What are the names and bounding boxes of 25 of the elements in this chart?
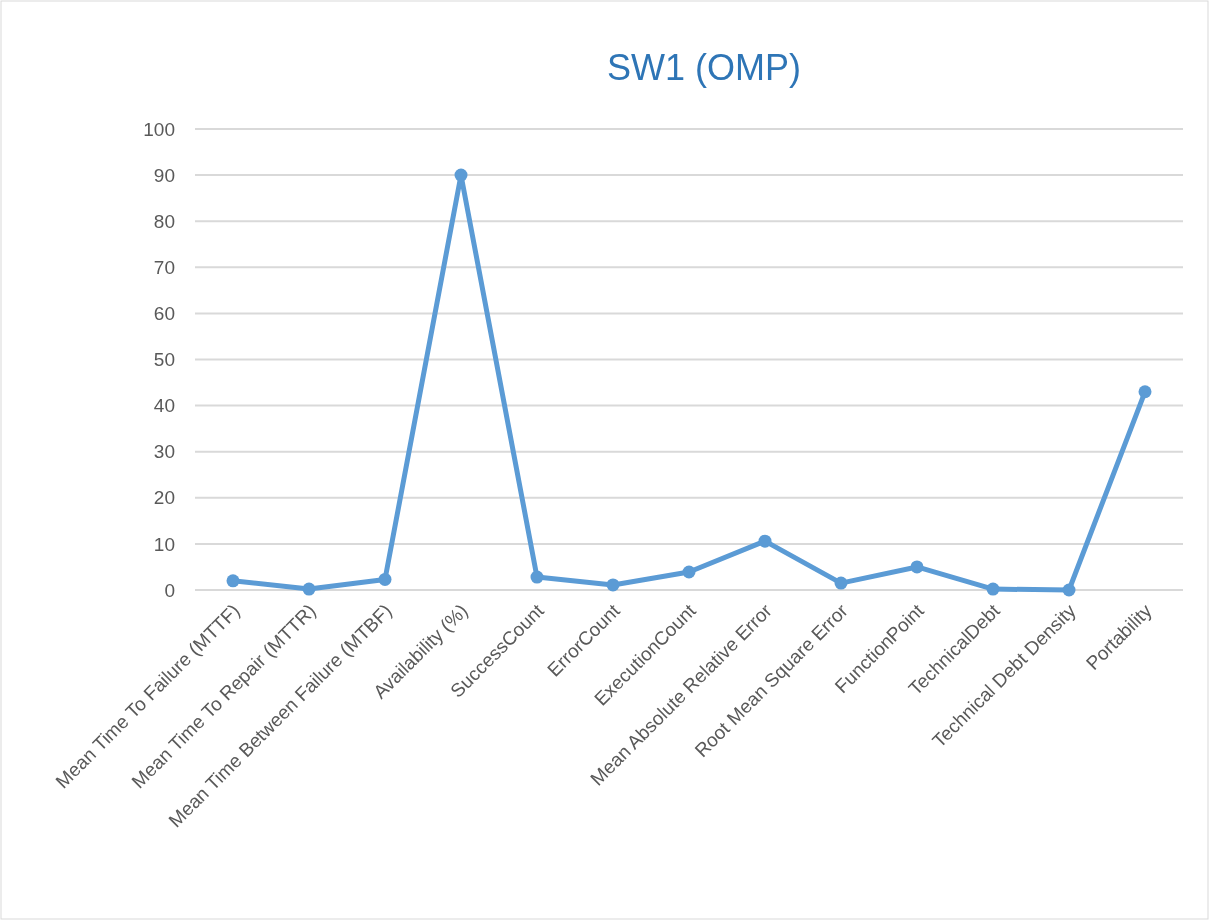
point: [1062, 583, 1076, 597]
point: [226, 574, 240, 588]
y-tick-label: 80: [153, 210, 175, 232]
chart-title: SW1 (OMP): [607, 47, 801, 88]
y-tick-label: 20: [153, 487, 175, 509]
y-tick-label: 90: [153, 164, 175, 186]
y-tick-label: 50: [153, 349, 175, 371]
point: [682, 565, 696, 579]
point: [378, 572, 392, 586]
point: [606, 578, 620, 592]
point: [302, 582, 316, 596]
point: [986, 582, 1000, 596]
point: [834, 576, 848, 590]
y-tick-label: 100: [143, 118, 175, 140]
y-tick-label: 10: [153, 533, 175, 555]
point: [758, 534, 772, 548]
y-tick-label: 40: [153, 395, 175, 417]
y-tick-label: 30: [153, 441, 175, 463]
point: [530, 570, 544, 584]
y-tick-label: 60: [153, 303, 175, 325]
y-tick-label: 0: [164, 579, 175, 601]
y-tick-label: 70: [153, 256, 175, 278]
point: [910, 560, 924, 574]
point: [454, 168, 468, 182]
point: [1138, 385, 1152, 399]
